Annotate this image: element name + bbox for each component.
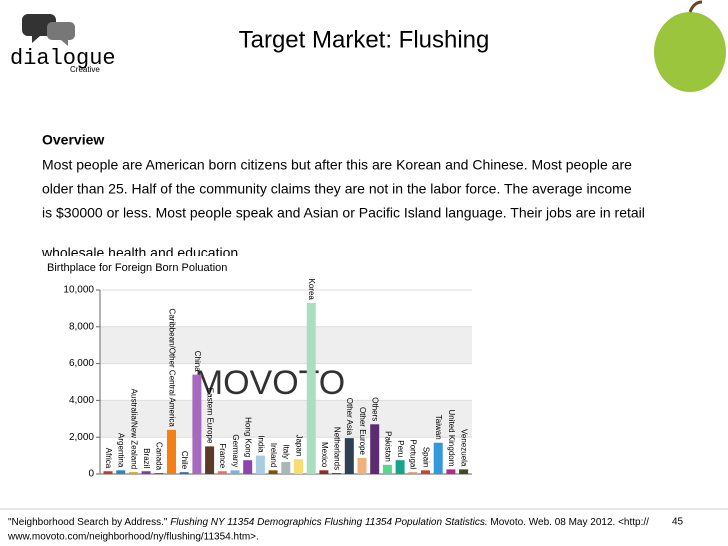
overview-line: older than 25. Half of the community cla… — [42, 181, 632, 197]
bar — [128, 472, 138, 474]
bar — [230, 470, 240, 474]
bar — [332, 473, 342, 474]
citation: "Neighborhood Search by Address." Flushi… — [8, 517, 649, 528]
bar — [217, 471, 227, 474]
y-tick-label: 2,000 — [69, 432, 94, 443]
bar — [408, 472, 418, 474]
x-tick-label: Venezuela — [459, 429, 468, 467]
x-tick-label: Caribbean/Other Central America — [167, 309, 176, 428]
grid-band — [100, 326, 472, 364]
x-tick-label: Ireland — [269, 443, 278, 467]
bar — [382, 464, 392, 474]
bar — [179, 472, 189, 474]
bar — [433, 442, 443, 474]
overview: Most people are American born citizens b… — [41, 157, 645, 261]
bar — [167, 429, 176, 474]
logo-name: dialogue — [10, 46, 116, 71]
logo-sub: Creative — [70, 65, 100, 74]
y-tick-label: 10,000 — [63, 285, 94, 296]
x-tick-label: China — [193, 351, 202, 372]
x-tick-label: Canada — [155, 442, 164, 471]
x-tick-label: Other Asia — [345, 398, 354, 436]
x-tick-label: Others — [371, 397, 380, 421]
x-tick-label: Africa — [104, 448, 113, 469]
overview-line: Most people are American born citizens b… — [42, 157, 632, 173]
bar — [281, 462, 291, 474]
bar — [268, 470, 278, 474]
citation-text: Movoto. Web. 08 May 2012. <http:// — [490, 517, 649, 528]
bar — [154, 473, 164, 474]
citation-url: www.movoto.com/neighborhood/ny/flushing/… — [7, 532, 259, 543]
x-tick-label: India — [256, 435, 265, 453]
bar — [141, 471, 151, 474]
bar — [395, 460, 405, 474]
slide-title: Target Market: Flushing — [239, 26, 490, 53]
bar — [255, 455, 265, 474]
grid-band — [100, 400, 472, 438]
x-tick-label: Spain — [421, 447, 430, 467]
bar — [421, 470, 430, 474]
bar — [357, 457, 367, 474]
bar — [294, 459, 303, 474]
watermark: MOVOTO — [195, 364, 346, 402]
logo-bubble — [47, 22, 75, 46]
x-tick-label: Eastern Europe — [205, 388, 214, 444]
logo: dialogue Creative — [10, 14, 116, 74]
bar — [306, 302, 316, 474]
y-tick-label: 8,000 — [69, 321, 94, 332]
bar — [319, 470, 329, 474]
bar — [192, 374, 202, 474]
bar — [243, 460, 253, 474]
x-tick-label: Korea — [307, 279, 316, 301]
page-number: 45 — [672, 517, 684, 528]
badge — [654, 0, 726, 92]
x-tick-label: France — [218, 443, 227, 468]
bar — [370, 424, 380, 474]
x-tick-label: Peru — [396, 440, 405, 457]
chart-box — [38, 256, 478, 488]
x-tick-label: Netherlands — [332, 427, 341, 470]
citation-title: Flushing NY 11354 Demographics Flushing … — [170, 517, 487, 528]
bar — [344, 438, 354, 474]
bar — [459, 469, 469, 474]
x-tick-label: United Kingdom — [447, 409, 456, 466]
chart-title: Birthplace for Foreign Born Poluation — [47, 262, 227, 274]
bar — [116, 470, 126, 474]
x-tick-label: Taiwan — [434, 415, 443, 440]
badge-stem — [688, 0, 703, 13]
bar — [103, 471, 113, 474]
x-tick-label: Hong Kong — [244, 417, 253, 457]
x-tick-label: Germany — [231, 434, 240, 467]
citation-text: "Neighborhood Search by Address." — [8, 517, 168, 528]
x-tick-label: Brazil — [142, 448, 151, 468]
bar — [205, 446, 215, 474]
x-tick-label: Mexico — [320, 442, 329, 468]
x-tick-label: Portugal — [409, 439, 418, 469]
y-tick-label: 6,000 — [69, 358, 94, 369]
badge-apple — [654, 12, 726, 92]
bar — [446, 469, 456, 474]
overview-line: is $30000 or less. Most people speak and… — [42, 205, 645, 221]
x-tick-label: Other Europe — [358, 407, 367, 456]
y-tick-label: 4,000 — [69, 395, 94, 406]
x-tick-label: Japan — [294, 434, 303, 456]
x-tick-label: Australia/New Zealand — [129, 389, 138, 469]
x-tick-label: Chile — [180, 451, 189, 470]
x-tick-label: Italy — [282, 444, 291, 459]
overview-heading: Overview — [42, 132, 104, 148]
x-tick-label: Argentina — [117, 433, 126, 468]
y-tick-label: 0 — [88, 469, 94, 480]
x-tick-label: Pakistan — [383, 431, 392, 462]
chart: 0 2,000 4,000 6,000 8,000 10,000 Africa Argenti… — [63, 279, 472, 480]
